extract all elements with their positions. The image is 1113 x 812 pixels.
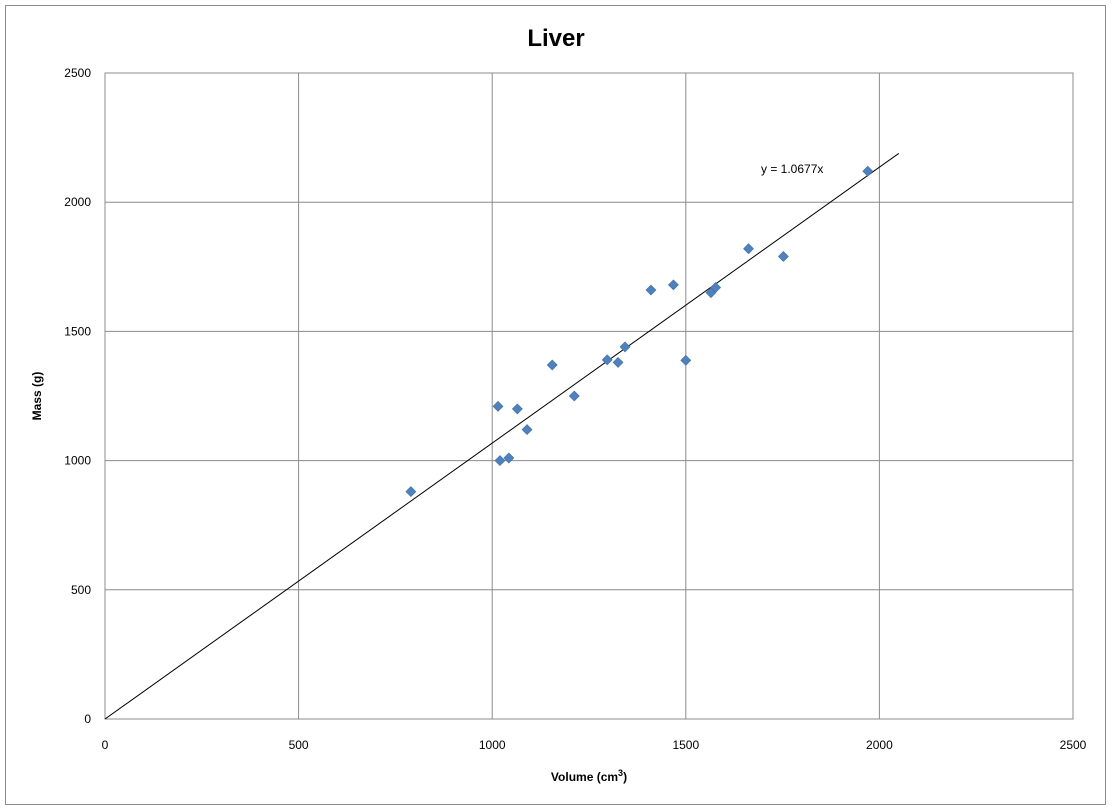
data-point — [546, 359, 558, 371]
data-point — [680, 354, 692, 366]
data-point — [568, 390, 580, 402]
x-axis-title: Volume (cm3) — [551, 768, 627, 784]
x-tick-label: 2500 — [1060, 738, 1087, 752]
x-axis-title-suffix: ) — [623, 770, 627, 784]
y-tick-label: 2000 — [64, 195, 91, 209]
data-point — [777, 251, 789, 262]
y-tick-label: 0 — [84, 712, 91, 726]
x-tick-labels: 0 500 1000 1500 2000 2500 — [102, 738, 1087, 752]
data-point — [494, 455, 506, 467]
data-point — [645, 284, 657, 296]
x-tick-label: 2000 — [866, 738, 893, 752]
plot-area — [104, 72, 1074, 720]
data-point — [667, 279, 679, 291]
x-tick-label: 500 — [289, 738, 309, 752]
y-tick-label: 1000 — [64, 454, 91, 468]
data-point — [601, 354, 613, 366]
y-tick-label: 500 — [71, 583, 91, 597]
y-tick-label: 2500 — [64, 66, 91, 80]
data-point — [612, 356, 624, 368]
x-tick-label: 0 — [102, 738, 109, 752]
data-point — [710, 282, 722, 293]
y-tick-label: 1500 — [64, 324, 91, 338]
data-points — [405, 165, 874, 498]
data-point — [862, 165, 874, 177]
data-point — [743, 243, 754, 255]
data-point — [521, 424, 533, 436]
x-axis-title-main: Volume (cm — [551, 770, 618, 784]
y-axis-title: Mass (g) — [30, 372, 44, 421]
data-point — [405, 486, 417, 498]
chart-title: Liver — [527, 25, 584, 52]
data-point — [492, 400, 504, 412]
data-point — [503, 452, 515, 464]
trendline — [104, 153, 900, 720]
data-point — [511, 403, 523, 415]
chart-frame — [5, 5, 1106, 805]
trendline-equation: y = 1.0677x — [761, 162, 823, 176]
x-axis-title-superscript: 3 — [618, 768, 623, 778]
x-tick-label: 1500 — [672, 738, 699, 752]
grid-lines — [105, 73, 1073, 719]
y-tick-labels: 0 500 1000 1500 2000 2500 — [64, 66, 91, 726]
x-tick-label: 1000 — [479, 738, 506, 752]
data-point — [619, 341, 631, 353]
